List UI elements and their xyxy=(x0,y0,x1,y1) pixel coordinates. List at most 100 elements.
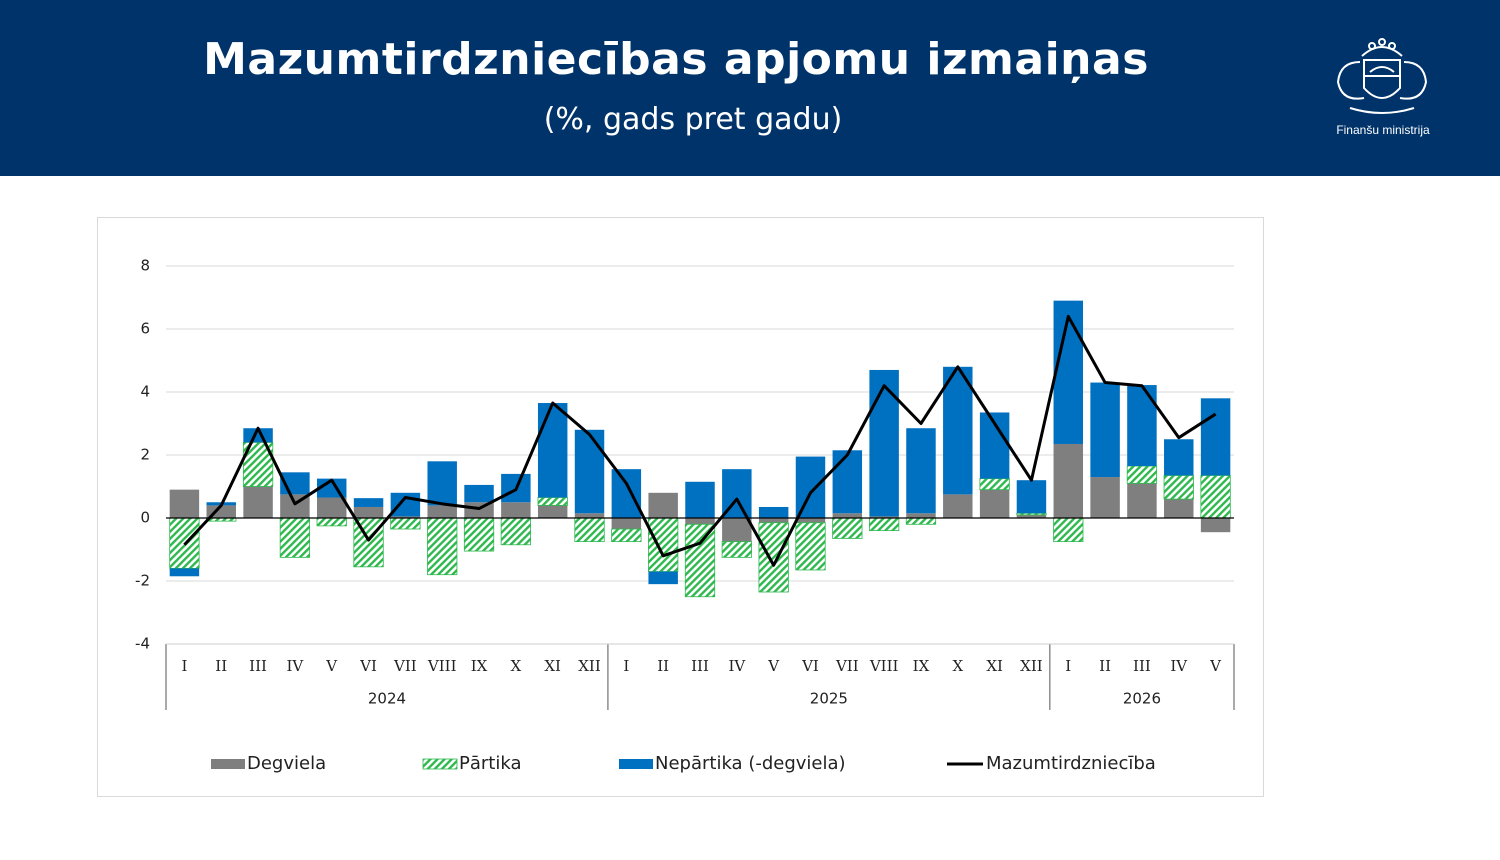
bar xyxy=(390,516,421,518)
x-tick-label: VI xyxy=(801,657,819,675)
x-tick-label: I xyxy=(1065,657,1071,675)
x-tick-label: XI xyxy=(986,657,1003,675)
bar xyxy=(1016,512,1047,516)
x-tick-label: I xyxy=(623,657,629,675)
x-tick-label: VII xyxy=(835,657,859,675)
legend-label: Degviela xyxy=(247,753,326,774)
bar xyxy=(169,489,200,518)
group-label: 2025 xyxy=(810,690,848,708)
x-tick-label: VIII xyxy=(869,657,899,675)
x-tick-label: XII xyxy=(1020,657,1043,675)
bar xyxy=(501,502,531,518)
bar xyxy=(1090,477,1120,518)
bar xyxy=(169,568,200,577)
bar xyxy=(795,518,826,523)
bar xyxy=(316,517,347,527)
bar xyxy=(279,517,311,558)
x-tick-label: X xyxy=(952,657,963,675)
line xyxy=(183,314,1217,567)
bar xyxy=(463,517,495,552)
bar xyxy=(905,517,937,525)
y-tick-label: -2 xyxy=(135,572,150,590)
x-tick-label: XII xyxy=(578,657,601,675)
bar xyxy=(1127,385,1157,467)
bar xyxy=(1164,439,1194,476)
y-tick-label: 6 xyxy=(140,320,150,338)
bar xyxy=(1090,382,1120,478)
bar xyxy=(758,522,789,593)
bar xyxy=(721,541,752,558)
bar xyxy=(427,505,457,518)
bar xyxy=(1053,300,1084,444)
bar xyxy=(1164,499,1194,518)
x-tick-label: I xyxy=(181,657,187,675)
bar xyxy=(1016,514,1047,518)
bar xyxy=(685,481,715,518)
bar xyxy=(832,513,863,518)
x-tick-label: IX xyxy=(471,657,488,675)
y-tick-label: 0 xyxy=(140,509,150,527)
x-tick-label: IX xyxy=(913,657,930,675)
bar xyxy=(832,450,863,514)
bar xyxy=(906,513,936,518)
group-label: 2026 xyxy=(1123,690,1161,708)
chart-frame xyxy=(97,217,1264,797)
page-subtitle: (%, gads pret gadu) xyxy=(543,102,843,137)
x-tick-label: II xyxy=(1099,657,1111,675)
legend-swatch xyxy=(211,759,245,769)
bar xyxy=(943,494,973,518)
bar xyxy=(906,428,936,514)
bar xyxy=(1127,483,1157,518)
legend-swatch xyxy=(422,758,458,770)
bar xyxy=(869,516,899,518)
bar xyxy=(648,517,679,572)
x-tick-label: IV xyxy=(287,657,305,675)
legend-label: Mazumtirdzniecība xyxy=(986,753,1156,774)
bar xyxy=(1200,398,1231,476)
bar xyxy=(832,517,863,539)
bar xyxy=(611,528,642,543)
x-tick-label: II xyxy=(657,657,669,675)
bar xyxy=(574,429,605,514)
bar xyxy=(979,478,1010,491)
bar xyxy=(464,484,494,503)
x-tick-label: X xyxy=(511,657,522,675)
bar xyxy=(795,456,826,518)
bar xyxy=(684,523,716,598)
bar xyxy=(1200,518,1231,533)
bar xyxy=(758,506,789,518)
x-tick-label: III xyxy=(249,657,267,675)
bar xyxy=(869,517,900,532)
bar xyxy=(390,517,421,530)
bar xyxy=(353,498,384,507)
bar xyxy=(243,486,273,518)
x-tick-label: II xyxy=(215,657,227,675)
x-tick-label: III xyxy=(1133,657,1151,675)
y-tick-label: -4 xyxy=(135,635,150,653)
x-tick-label: IV xyxy=(728,657,746,675)
bar xyxy=(869,369,899,517)
bar xyxy=(611,469,642,518)
bar xyxy=(1053,517,1084,543)
x-tick-label: VII xyxy=(393,657,417,675)
y-tick-label: 8 xyxy=(140,257,150,275)
x-tick-label: V xyxy=(325,657,338,675)
x-tick-label: VI xyxy=(359,657,377,675)
coat-of-arms xyxy=(1336,38,1428,114)
legend-label: Pārtika xyxy=(459,753,521,774)
logo-text: Finanšu ministrija xyxy=(1336,123,1430,137)
bar xyxy=(648,492,678,518)
bar xyxy=(427,461,457,506)
y-tick-label: 2 xyxy=(140,446,150,464)
bar xyxy=(537,403,568,498)
bar xyxy=(685,518,715,525)
bar xyxy=(316,497,347,518)
bar xyxy=(722,518,752,542)
bar xyxy=(537,497,568,506)
bar xyxy=(574,517,605,543)
y-tick-label: 4 xyxy=(140,383,150,401)
bar xyxy=(574,513,605,518)
x-tick-label: IV xyxy=(1170,657,1188,675)
bar xyxy=(1163,475,1194,500)
